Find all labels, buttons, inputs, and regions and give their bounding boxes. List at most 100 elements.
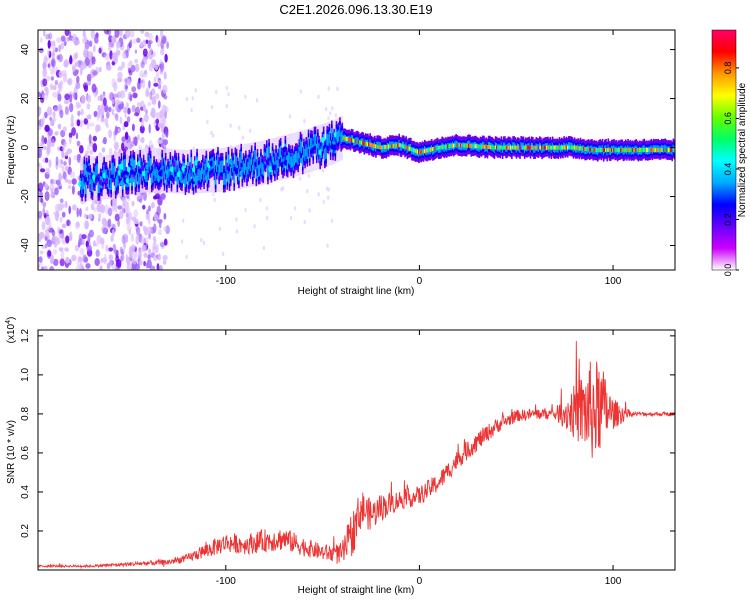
heat-noise-cell	[46, 239, 53, 248]
heat-speckle-cell	[180, 239, 184, 244]
heat-peak-cell	[501, 145, 504, 150]
heat-noise-cell	[69, 171, 76, 179]
heat-peak-cell	[606, 148, 608, 152]
heat-ridge-cell	[84, 182, 87, 194]
heat-noise-cell	[78, 145, 84, 154]
heat-noise-cell	[124, 82, 128, 92]
heat-noise-cell	[67, 166, 72, 175]
heat-noise-cell	[63, 61, 69, 68]
heat-speckle-cell	[259, 197, 262, 203]
heat-noise-cell	[153, 213, 159, 222]
heat-noise-cell	[157, 139, 163, 144]
heat-noise-cell	[44, 124, 50, 132]
heat-ridge-cell	[341, 130, 344, 142]
heat-peak-cell	[412, 147, 414, 152]
heat-peak-cell	[470, 143, 473, 148]
heat-noise-cell	[98, 152, 103, 157]
heat-peak-cell	[398, 143, 401, 148]
heat-peak-cell	[389, 144, 391, 149]
heat-ridge-cell	[188, 173, 190, 186]
heat-peak-cell	[430, 147, 433, 152]
heat-peak-cell	[422, 149, 425, 154]
heat-noise-cell	[122, 125, 125, 131]
heat-peak-cell	[545, 145, 548, 150]
heat-noise-cell	[93, 242, 99, 247]
heat-noise-cell	[145, 39, 149, 44]
heat-noise-cell	[61, 211, 66, 218]
heat-noise-cell	[86, 114, 92, 120]
heat-noise-cell	[158, 228, 162, 236]
heat-peak-cell	[357, 139, 360, 144]
heat-noise-cell	[52, 235, 59, 243]
heat-noise-cell	[152, 51, 156, 57]
heat-noise-cell	[86, 73, 92, 82]
heat-peak-cell	[665, 148, 668, 152]
heat-speckle-cell	[185, 96, 189, 102]
heat-noise-cell	[121, 61, 125, 69]
heat-noise-cell	[135, 235, 139, 245]
heat-noise-cell	[81, 94, 86, 105]
heat-peak-cell	[513, 145, 516, 150]
heat-peak-cell	[477, 144, 479, 149]
heat-speckle-cell	[307, 173, 310, 178]
heat-peak-cell	[403, 144, 405, 149]
heat-noise-cell	[45, 209, 49, 216]
heat-noise-cell	[83, 213, 87, 219]
heat-speckle-cell	[255, 98, 259, 103]
heat-noise-cell	[147, 40, 152, 49]
heat-peak-cell	[485, 144, 488, 149]
heat-noise-cell	[64, 247, 70, 252]
heat-noise-cell	[128, 60, 133, 66]
heat-noise-cell	[70, 122, 75, 127]
heat-ridge-cell	[164, 160, 167, 173]
heat-ridge-cell	[247, 162, 249, 174]
heat-noise-cell	[151, 59, 157, 69]
heat-peak-cell	[648, 148, 650, 152]
heat-peak-cell	[669, 148, 671, 152]
spectrogram-y-label: Frequency (Hz)	[6, 116, 17, 185]
heat-noise-cell	[115, 113, 119, 121]
snr-panel: -100 0 100 0.2 0.4 0.6 0.8 1.0 1.2 Height of st…	[5, 317, 676, 596]
heat-peak-cell	[535, 145, 538, 150]
heat-peak-cell	[667, 148, 670, 152]
heat-peak-cell	[355, 139, 358, 144]
heat-peak-cell	[662, 148, 664, 152]
heat-noise-cell	[84, 43, 90, 50]
heat-noise-cell	[105, 244, 109, 252]
heat-noise-cell	[52, 91, 58, 98]
heat-noise-cell	[74, 61, 79, 67]
heat-peak-cell	[383, 145, 385, 150]
heat-noise-cell	[44, 236, 48, 241]
heat-noise-cell	[133, 219, 139, 225]
heat-peak-cell	[564, 145, 567, 150]
heat-peak-cell	[419, 150, 421, 155]
heat-ridge-cell	[261, 162, 263, 175]
heat-peak-cell	[461, 143, 463, 148]
heat-noise-cell	[89, 40, 93, 47]
heat-noise-cell	[95, 249, 100, 257]
heat-ridge-cell	[277, 156, 280, 169]
heat-peak-cell	[651, 148, 654, 152]
heat-peak-cell	[548, 145, 550, 150]
heat-noise-cell	[162, 37, 166, 45]
heat-peak-cell	[394, 143, 397, 148]
heat-noise-cell	[108, 35, 113, 43]
snr-y-multiplier: (x104)	[5, 317, 17, 344]
heat-ridge-cell	[325, 147, 327, 160]
heat-noise-cell	[159, 265, 163, 270]
heat-peak-cell	[644, 148, 647, 152]
heat-noise-cell	[71, 178, 77, 185]
heat-peak-cell	[363, 141, 366, 146]
heat-ridge-cell	[89, 172, 91, 185]
heat-ridge-cell	[181, 171, 183, 184]
heat-noise-cell	[99, 265, 103, 270]
heat-noise-cell	[86, 103, 91, 110]
heat-ridge-cell	[109, 168, 111, 181]
heat-noise-cell	[48, 227, 54, 233]
heat-speckle-cell	[288, 114, 292, 119]
colorbar: 0.0 0.2 0.4 0.6 0.8 Normalized spectral ampl…	[711, 29, 748, 276]
heat-ridge-cell	[229, 166, 232, 179]
heat-blob-cell	[129, 177, 135, 184]
heat-noise-cell	[46, 106, 53, 117]
heat-noise-cell	[41, 221, 46, 231]
